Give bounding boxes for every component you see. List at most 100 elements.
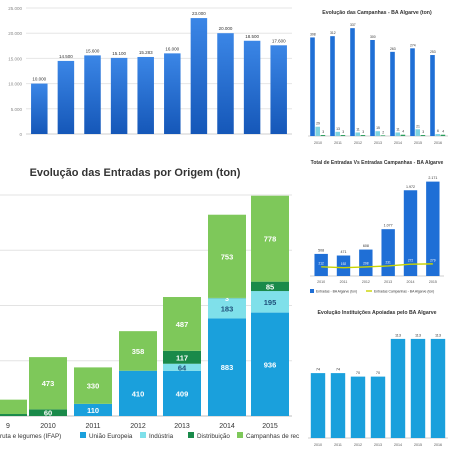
data-label: 4 [402, 130, 404, 134]
bar [270, 45, 287, 134]
data-label: 883 [221, 363, 234, 372]
data-label: 60 [44, 409, 52, 418]
bar [375, 131, 380, 136]
institutions-chart: Evolução Instituições Apoiadas pelo BA A… [308, 310, 448, 447]
x-tick-label: 2014 [394, 443, 402, 447]
bar [410, 338, 426, 438]
x-tick-label: 2011 [85, 423, 100, 430]
bar-segment [163, 350, 201, 364]
data-label: 3 [422, 130, 424, 134]
bar [336, 255, 351, 276]
x-tick-label: 2014 [219, 423, 235, 430]
bar [395, 132, 400, 136]
bar-segment [0, 399, 27, 415]
y-tick-label: 20.000 [8, 31, 22, 36]
mid-right-chart-panel: Total de Entradas Vs Entradas Campanhas … [300, 150, 454, 300]
data-label: 10.000 [32, 77, 46, 82]
x-tick-label: 2012 [362, 280, 370, 284]
line-data-label: 208 [363, 261, 369, 265]
data-label: 18.500 [245, 34, 259, 39]
legend-label: Campanhas de rec [246, 433, 299, 440]
chart-title: Evolução das Campanhas - BA Algarve (ton… [322, 10, 432, 16]
bar [31, 83, 48, 134]
bar [310, 37, 315, 136]
bar [320, 135, 326, 136]
data-label: 183 [221, 304, 234, 313]
bottom-right-chart-panel: Evolução Instituições Apoiadas pelo BA A… [300, 300, 454, 454]
legend-label: União Europeia [89, 433, 133, 440]
bar [430, 55, 435, 136]
bar-segment [119, 370, 157, 416]
bar [110, 57, 128, 135]
bar-segment [163, 370, 201, 416]
data-label: 410 [132, 389, 145, 398]
x-tick-label: 2011 [334, 443, 342, 447]
bar-segment [251, 291, 289, 313]
data-label: 85 [266, 282, 274, 291]
bar-segment [251, 281, 289, 292]
data-label: 2 [382, 130, 384, 134]
data-label: 3 [225, 294, 229, 303]
bar [340, 135, 346, 136]
bar [84, 55, 101, 134]
data-label: 16.000 [165, 46, 179, 51]
x-tick-label: 2013 [374, 443, 382, 447]
data-label: 471 [341, 250, 347, 254]
bar [370, 376, 386, 438]
data-label: 113 [395, 333, 401, 337]
bar-segment [163, 297, 201, 351]
bar [190, 18, 208, 134]
bar [164, 53, 181, 134]
data-label: 113 [415, 333, 421, 337]
data-label: 253 [430, 50, 436, 54]
legend-swatch [310, 289, 314, 293]
x-tick-label: 2010 [314, 141, 322, 145]
bar [360, 135, 366, 136]
x-tick-label: 2015 [414, 141, 422, 145]
bar [400, 134, 406, 136]
legend-label: Distribuição [197, 433, 230, 440]
data-label: 15.100 [112, 51, 126, 56]
bar [435, 134, 440, 136]
chart-title: Total de Entradas Vs Entradas Campanhas … [311, 160, 444, 166]
top-right-chart-panel: Evolução das Campanhas - BA Algarve (ton… [300, 0, 454, 150]
bar [330, 36, 335, 136]
data-label: 308 [310, 32, 316, 36]
bar-segment [0, 414, 27, 416]
x-tick-label: 2013 [384, 280, 392, 284]
chart-title: Evolução Instituições Apoiadas pelo BA A… [317, 310, 436, 316]
bar [380, 135, 386, 136]
legend-swatch [237, 432, 243, 438]
x-tick-label: 2010 [317, 280, 325, 284]
bar [420, 135, 426, 136]
legend-swatch [188, 432, 194, 438]
data-label: 74 [336, 368, 340, 372]
chart-title: Evolução das Entradas por Origem (ton) [30, 167, 241, 179]
data-label: 3 [362, 130, 364, 134]
data-label: 20.000 [219, 26, 233, 31]
bar [390, 338, 406, 438]
x-tick-label: 2013 [374, 141, 382, 145]
data-label: 330 [87, 382, 100, 391]
bar-segment [208, 214, 246, 298]
bar [314, 253, 328, 276]
campaigns-chart: Evolução das Campanhas - BA Algarve (ton… [308, 10, 448, 145]
x-tick-label: 2011 [340, 280, 348, 284]
x-tick-label: 2014 [394, 141, 402, 145]
bar-segment [119, 331, 157, 371]
bar [57, 60, 75, 134]
top-left-chart-panel: 25.000 20.000 15.000 10.000 5.000 0 10.000 14.5… [0, 0, 300, 150]
bar [390, 51, 395, 137]
x-tick-label: 2011 [334, 141, 342, 145]
data-label: 15 [376, 126, 380, 130]
data-label: 15.283 [139, 50, 153, 55]
x-tick-label: 2013 [174, 423, 190, 430]
bar-segment [251, 312, 289, 416]
bar [350, 28, 355, 136]
data-label: 263 [390, 47, 396, 51]
data-label: 312 [330, 31, 336, 35]
x-tick-label: 2015 [429, 280, 437, 284]
data-label: 936 [264, 360, 277, 369]
y-tick-label: 0 [19, 132, 22, 137]
legend-label: ruta e legumes (IFAP) [0, 433, 61, 440]
